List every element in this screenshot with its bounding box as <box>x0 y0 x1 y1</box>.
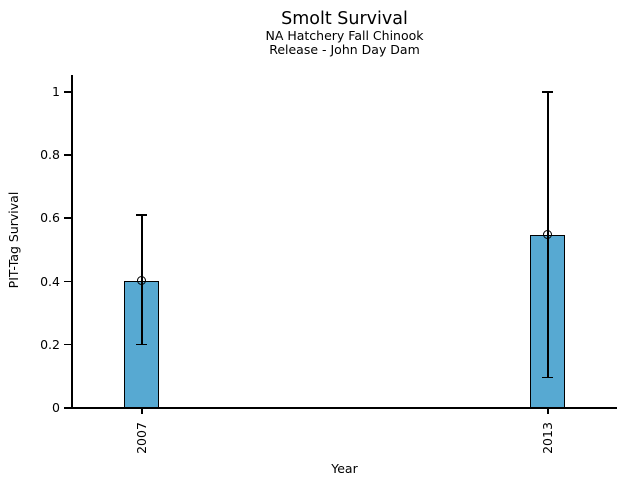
chart-subtitle-line-1: NA Hatchery Fall Chinook <box>265 28 424 43</box>
y-tick-label: 0.4 <box>40 273 60 289</box>
point-marker-2013 <box>543 230 552 240</box>
x-tick-2013 <box>547 407 549 414</box>
y-tick <box>64 154 72 156</box>
y-tick <box>64 217 72 219</box>
point-marker-2007 <box>137 276 146 286</box>
y-tick <box>64 407 72 409</box>
error-bar-upper-cap-2007 <box>136 214 147 216</box>
x-tick-2007 <box>141 407 143 414</box>
y-tick-label: 0.8 <box>40 147 60 163</box>
error-bar-upper-cap-2013 <box>542 91 553 93</box>
chart-title: Smolt Survival <box>281 9 408 29</box>
y-tick <box>64 343 72 346</box>
x-tick-label-2013: 2013 <box>539 422 555 454</box>
y-tick-label: 0 <box>52 400 60 415</box>
error-bar-lower-cap-2007 <box>136 343 147 346</box>
x-axis-label: Year <box>331 461 358 476</box>
y-tick-label: 0.6 <box>40 210 60 226</box>
x-tick-label-2007: 2007 <box>133 422 149 454</box>
x-axis-line <box>64 407 617 409</box>
y-tick <box>64 280 72 283</box>
error-bar-lower-cap-2013 <box>542 376 553 379</box>
y-axis-line <box>71 75 73 408</box>
chart-subtitle-line-2: Release - John Day Dam <box>269 42 420 57</box>
y-axis-label: PIT-Tag Survival <box>6 191 21 289</box>
y-tick-label: 1 <box>52 84 60 99</box>
y-tick-label: 0.2 <box>40 336 60 352</box>
y-tick <box>64 91 72 93</box>
